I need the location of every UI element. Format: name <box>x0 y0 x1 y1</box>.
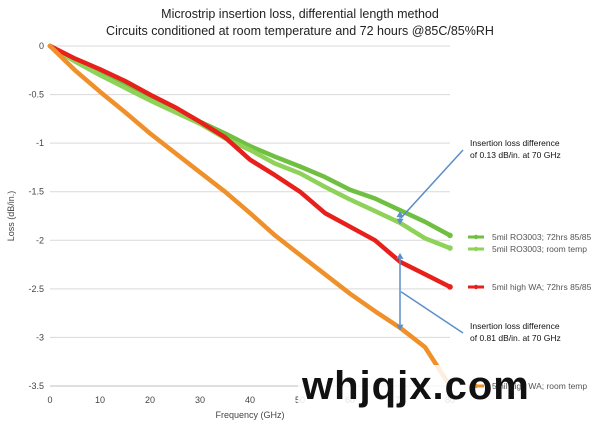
axes: 0-0.5-1-1.5-2-2.5-3-3.501020304050607080 <box>28 41 455 405</box>
y-tick-label: -3.5 <box>28 381 44 391</box>
x-tick-label: 10 <box>95 395 105 405</box>
watermark: whjqjx.com <box>298 364 530 408</box>
y-tick-label: -1.5 <box>28 187 44 197</box>
grid <box>50 45 450 387</box>
series-end-marker-0 <box>447 232 453 239</box>
callout-leader-0 <box>400 149 464 219</box>
y-tick-label: -2.5 <box>28 284 44 294</box>
y-tick-label: -3 <box>36 332 44 342</box>
legend-marker-0 <box>473 234 479 240</box>
series-end-marker-1 <box>447 245 453 251</box>
annotation-text-1-1: of 0.81 dB/in. at 70 GHz <box>470 333 561 343</box>
legend: 5mil RO3003; 72hrs 85/85 5mil RO3003; roo… <box>468 232 592 391</box>
x-tick-label: 0 <box>47 395 52 405</box>
y-tick-label: -0.5 <box>28 90 44 100</box>
arrow-head <box>396 252 404 259</box>
x-tick-label: 20 <box>145 395 155 405</box>
legend-label-0: 5mil RO3003; 72hrs 85/85 <box>492 232 591 242</box>
legend-marker-1 <box>473 246 479 252</box>
chart-title: Microstrip insertion loss, differential … <box>161 7 439 21</box>
annotation-text-0-1: of 0.13 dB/in. at 70 GHz <box>470 150 561 160</box>
callout-leader-1 <box>400 291 464 334</box>
annotations: Insertion loss difference of 0.13 dB/in. … <box>396 138 561 343</box>
series-line-0 <box>47 43 453 238</box>
y-tick-label: 0 <box>39 41 44 51</box>
series-line-2 <box>47 43 453 290</box>
watermark-text: whjqjx.com <box>301 364 530 408</box>
series-line-1 <box>47 43 453 251</box>
x-tick-label: 40 <box>245 395 255 405</box>
annotation-text-0-0: Insertion loss difference <box>470 138 560 148</box>
annotation-text-1-0: Insertion loss difference <box>470 321 560 331</box>
legend-label-1: 5mil RO3003; room temp <box>492 244 587 254</box>
y-tick-label: -2 <box>36 235 44 245</box>
legend-marker-3 <box>473 383 479 389</box>
chart-subtitle: Circuits conditioned at room temperature… <box>106 24 494 38</box>
series-line-3 <box>47 43 453 389</box>
x-tick-label: 30 <box>195 395 205 405</box>
y-tick-label: -1 <box>36 138 44 148</box>
legend-marker-2 <box>473 284 479 290</box>
y-axis-title: Loss (dB/in.) <box>6 191 16 242</box>
arrow-head <box>396 324 404 331</box>
series-end-marker-2 <box>447 284 453 290</box>
series-lines <box>47 43 453 389</box>
legend-label-2: 5mil high WA; 72hrs 85/85 <box>492 282 592 292</box>
arrow-head <box>396 218 404 225</box>
legend-label-3: 5mil high WA; room temp <box>492 381 587 391</box>
x-axis-title: Frequency (GHz) <box>215 410 284 420</box>
arrow-head <box>396 211 404 218</box>
